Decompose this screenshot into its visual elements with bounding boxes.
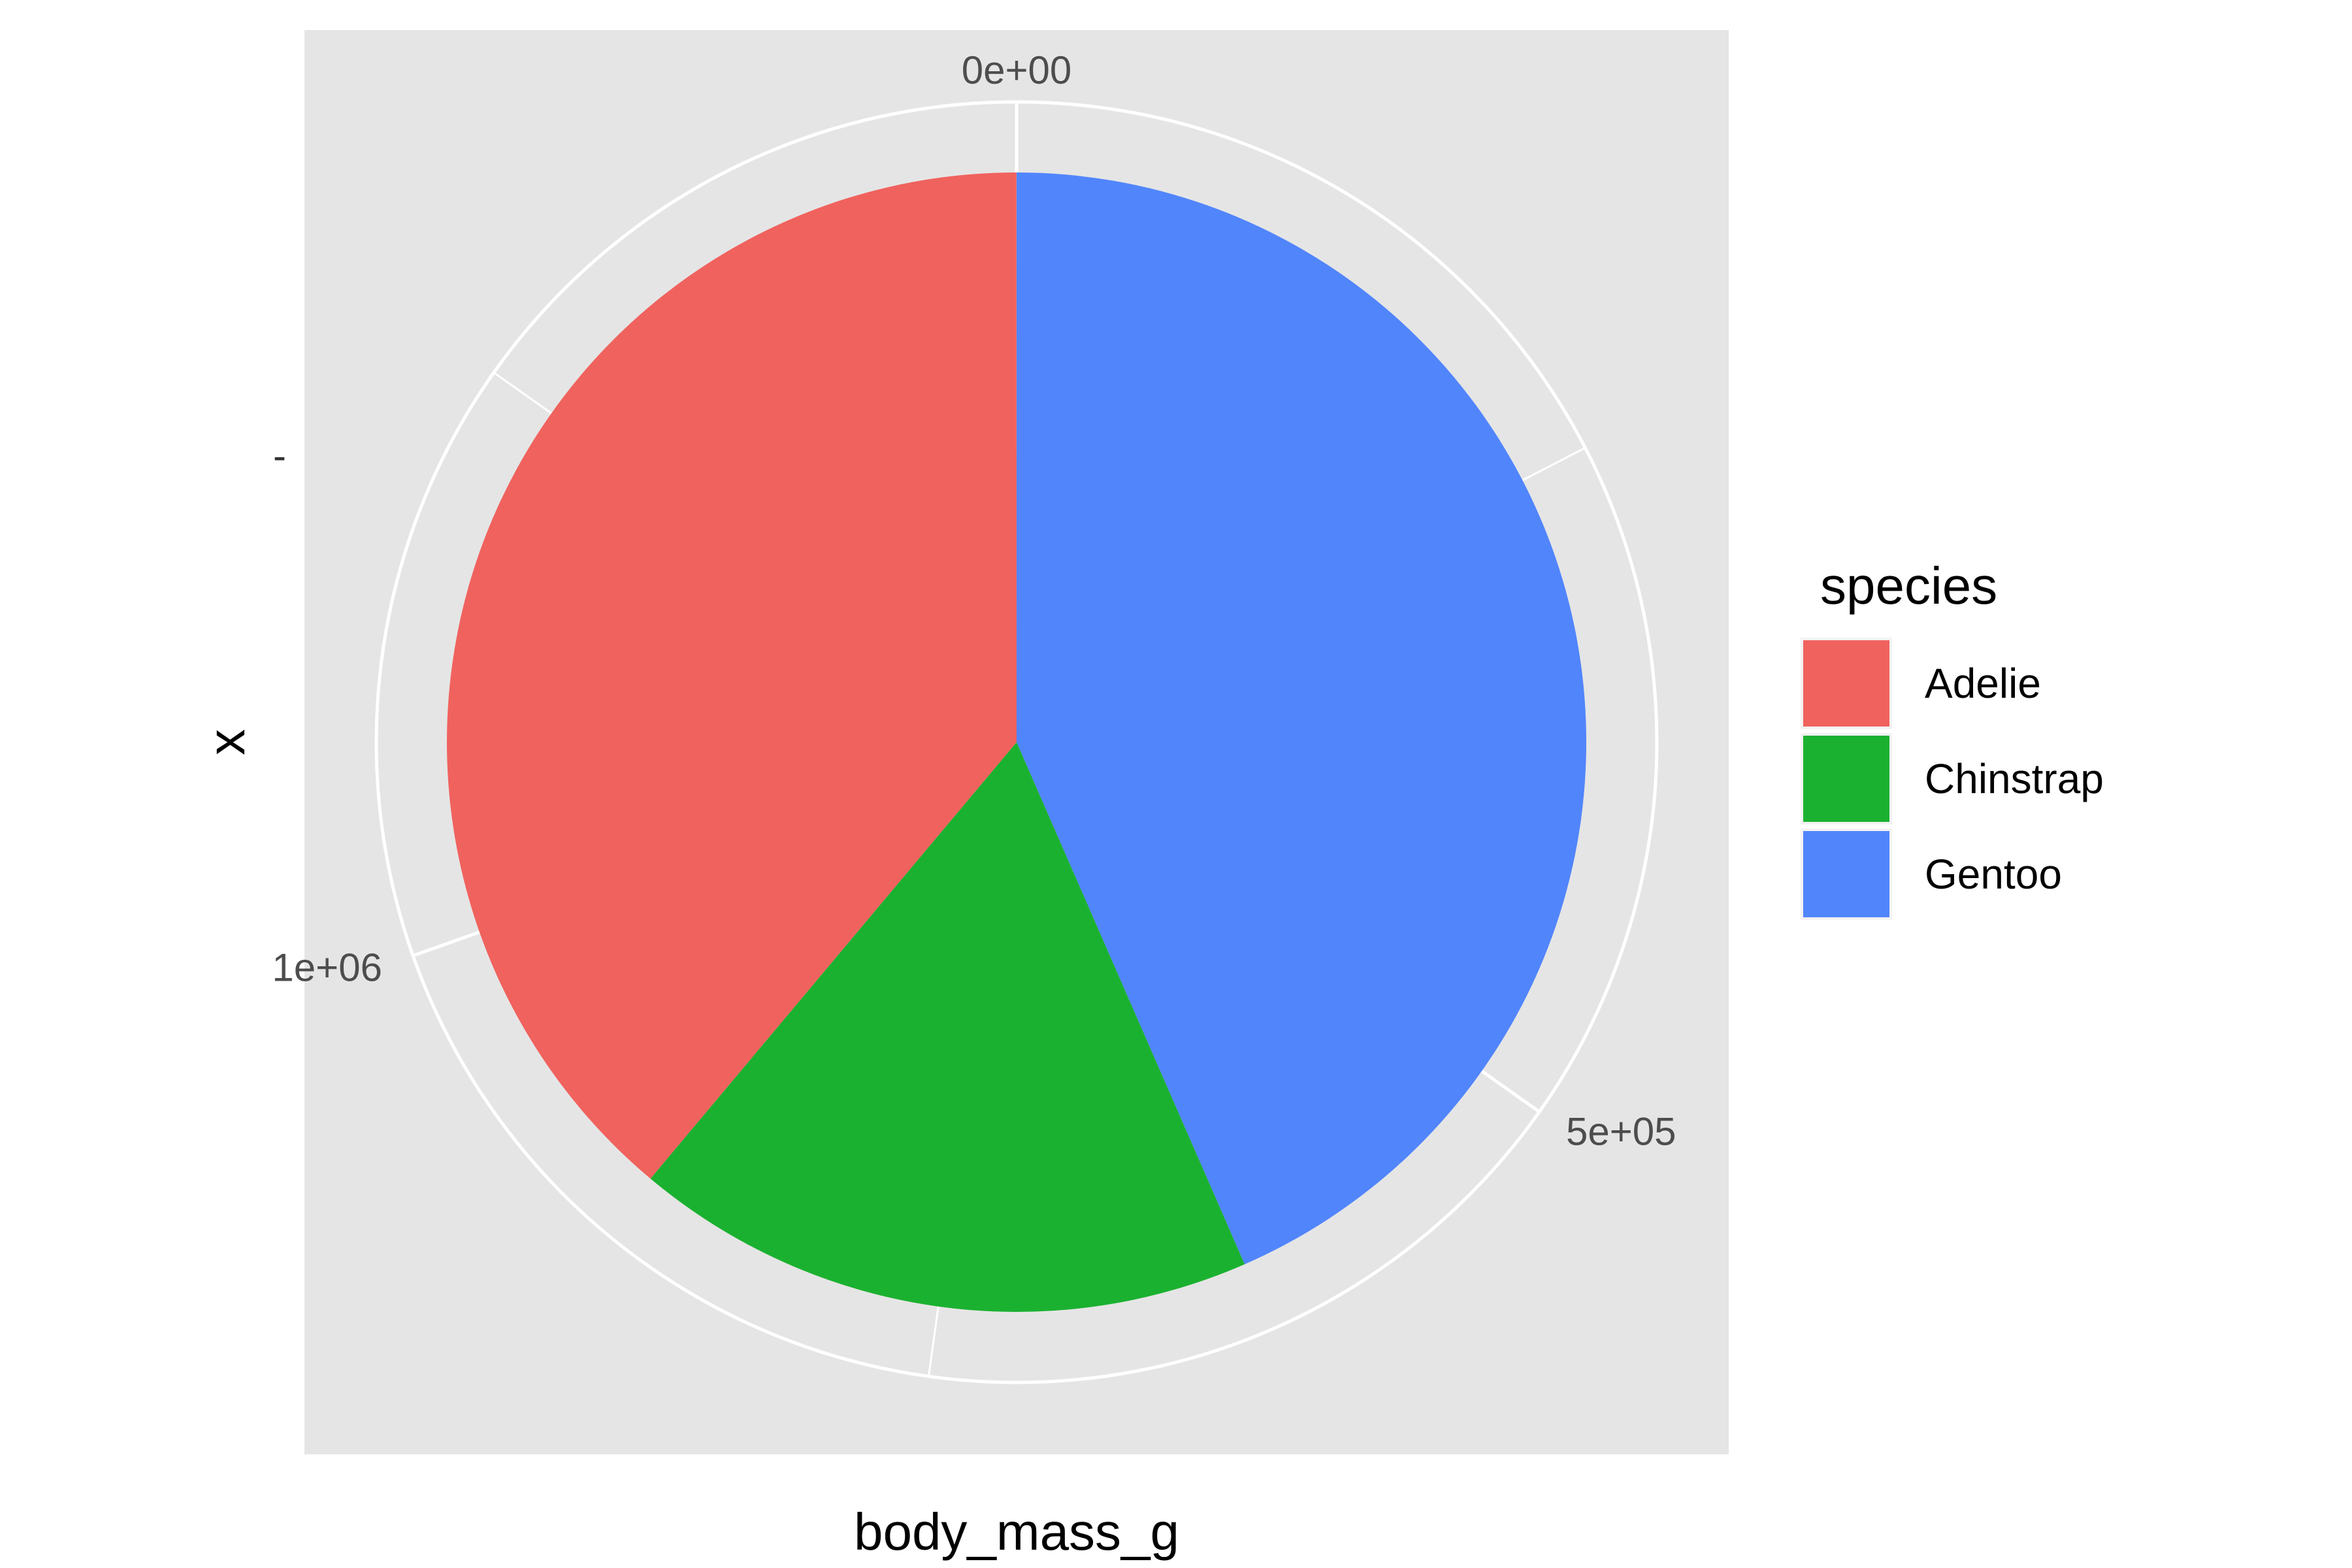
angle-tick-labels: 0e+00 5e+05 1e+06 xyxy=(272,48,1676,1154)
legend-title: species xyxy=(1820,557,1997,615)
x-axis-title: body_mass_g xyxy=(854,1503,1179,1561)
legend-swatch-adelie xyxy=(1803,640,1889,727)
angle-gridline xyxy=(927,1306,939,1377)
legend-items: Adelie Chinstrap Gentoo xyxy=(1801,638,2104,920)
legend-label-gentoo: Gentoo xyxy=(1925,851,2062,898)
legend: species Adelie Chinstrap Gentoo xyxy=(1801,557,2104,920)
angle-tick-label: 1e+06 xyxy=(272,945,382,989)
legend-swatch-gentoo xyxy=(1803,831,1889,917)
y-axis-title: x xyxy=(197,729,255,755)
polar-grid xyxy=(374,100,1659,1384)
legend-swatch-chinstrap xyxy=(1803,736,1889,822)
angle-gridline xyxy=(1522,447,1586,482)
legend-label-adelie: Adelie xyxy=(1925,660,2041,707)
pie-slice-adelie xyxy=(446,172,1017,1179)
pie-slices xyxy=(446,172,1586,1312)
angle-tick-label: 5e+05 xyxy=(1566,1110,1676,1154)
y-axis-tick-label: - xyxy=(273,434,286,478)
angle-gridline xyxy=(412,930,480,958)
pie-slice-gentoo xyxy=(1017,172,1586,1265)
pie-slice-chinstrap xyxy=(650,742,1245,1312)
angle-gridline xyxy=(1480,1070,1541,1113)
legend-label-chinstrap: Chinstrap xyxy=(1925,755,2104,802)
angle-tick-label: 0e+00 xyxy=(962,48,1072,92)
angle-gridline xyxy=(493,372,552,414)
